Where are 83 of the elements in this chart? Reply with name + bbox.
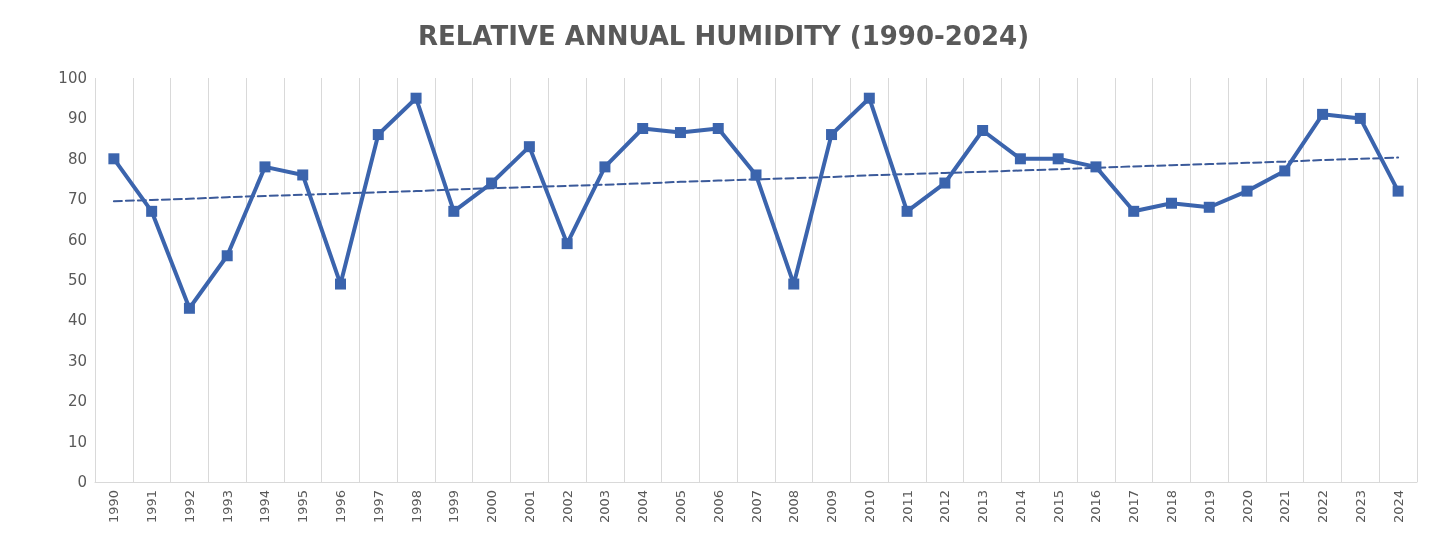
- x-tick-label: 2000: [484, 490, 500, 524]
- x-tick-label: 2001: [521, 490, 537, 524]
- x-tick-label: 2021: [1277, 490, 1293, 524]
- point: [221, 250, 233, 262]
- x-tick-label: 1999: [446, 490, 462, 524]
- point: [1241, 185, 1253, 197]
- x-tick-label: 2005: [672, 490, 688, 524]
- y-tick-label: 40: [67, 311, 87, 330]
- chart-title: RELATIVE ANNUAL HUMIDITY (1990-2024): [417, 21, 1030, 51]
- x-tick-label: 2022: [1315, 490, 1331, 524]
- x-tick-label: 1998: [408, 490, 424, 524]
- y-tick-label: 30: [67, 351, 87, 370]
- point: [1128, 205, 1140, 217]
- point: [788, 278, 800, 290]
- point: [1279, 165, 1291, 177]
- x-tick-label: 2014: [1012, 490, 1028, 524]
- x-tick-label: 2007: [748, 490, 764, 524]
- y-tick-label: 20: [67, 392, 87, 411]
- x-tick-label: 2002: [559, 490, 575, 524]
- y-tick-label: 90: [67, 109, 87, 128]
- point: [901, 205, 913, 217]
- x-tick-label: 2020: [1239, 490, 1255, 524]
- x-tick-label: 2004: [635, 490, 651, 524]
- x-tick-label: 2011: [899, 490, 915, 524]
- y-tick-label: 70: [67, 190, 87, 209]
- point: [335, 278, 347, 290]
- x-tick-label: 1990: [106, 490, 122, 524]
- y-tick-label: 10: [67, 432, 87, 451]
- point: [448, 205, 460, 217]
- x-tick-label: 2008: [786, 490, 802, 524]
- point: [674, 127, 686, 139]
- x-tick-label: 2013: [975, 490, 991, 524]
- x-tick-label: 2018: [1163, 490, 1179, 524]
- point: [599, 161, 611, 173]
- y-tick-label: 50: [67, 271, 87, 289]
- point: [410, 92, 422, 104]
- y-tick-label: 0: [77, 473, 87, 491]
- x-tick-label: 2016: [1088, 490, 1104, 524]
- point: [1052, 153, 1064, 165]
- point: [1165, 197, 1177, 209]
- x-tick-label: 2024: [1390, 490, 1406, 524]
- point: [863, 92, 875, 104]
- point: [146, 205, 158, 217]
- x-tick-label: 2015: [1050, 490, 1066, 524]
- y-tick-label: 100: [58, 69, 87, 87]
- x-tick-label: 1991: [144, 490, 160, 524]
- x-tick-label: 1993: [219, 490, 235, 524]
- point: [1392, 185, 1404, 197]
- x-tick-label: 2019: [1201, 490, 1217, 524]
- x-tick-label: 2023: [1352, 490, 1368, 524]
- y-tick-label: 60: [67, 230, 87, 249]
- x-tick-label: 2009: [824, 490, 840, 524]
- point: [108, 153, 120, 165]
- point: [183, 302, 195, 314]
- x-tick-label: 2010: [861, 490, 877, 524]
- line-series: [112, 156, 1400, 203]
- x-tick-label: 1992: [181, 490, 197, 524]
- y-tick-label: 80: [67, 149, 87, 168]
- point: [750, 169, 762, 181]
- point: [297, 169, 309, 181]
- point: [372, 129, 384, 141]
- point: [712, 123, 724, 134]
- point: [826, 129, 838, 141]
- x-tick-label: 2017: [1126, 490, 1142, 524]
- point: [523, 141, 535, 153]
- point: [1354, 112, 1366, 124]
- x-tick-label: 1996: [333, 490, 349, 524]
- x-tick-label: 1995: [295, 490, 311, 524]
- x-tick-label: 2003: [597, 490, 613, 524]
- x-tick-label: 1994: [257, 490, 273, 524]
- point: [259, 161, 271, 173]
- point: [1203, 201, 1215, 213]
- x-tick-label: 1997: [370, 490, 386, 524]
- point: [1014, 153, 1026, 165]
- point: [977, 125, 989, 137]
- point: [1090, 161, 1102, 173]
- point: [1317, 108, 1329, 120]
- point: [939, 177, 951, 189]
- point: [561, 238, 573, 250]
- x-tick-label: 2006: [710, 490, 726, 524]
- x-tick-label: 2012: [937, 490, 953, 524]
- point: [486, 177, 498, 189]
- point: [637, 123, 649, 134]
